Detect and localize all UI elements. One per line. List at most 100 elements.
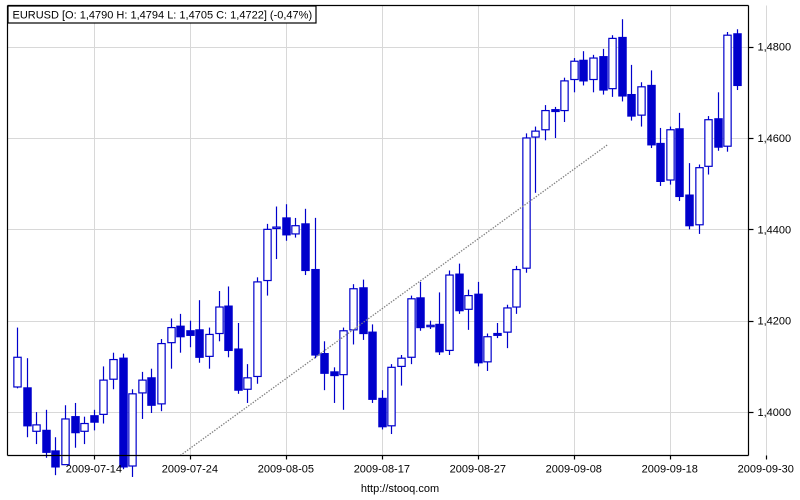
candle-body-down [599,56,608,91]
candle-body-up [272,226,281,230]
candlestick [503,304,512,349]
candlestick [32,412,41,445]
candlestick [685,163,694,230]
candlestick [234,323,243,394]
candle-body-down [90,415,99,423]
candlestick [51,437,60,476]
x-axis-label: 2009-08-27 [450,464,506,476]
x-axis-label: 2009-07-24 [162,464,218,476]
candle-body-down [224,305,233,352]
candle-body-down [416,297,425,329]
candlestick [157,339,166,412]
candle-body-up [138,379,147,394]
candle-body-up [531,130,540,138]
candle-body-up [167,326,176,344]
candle-body-down [71,416,80,434]
y-axis-label: 1,4400 [758,224,792,236]
candlestick [531,126,540,193]
support-trendline [179,144,608,457]
candlestick [339,327,348,410]
candlestick [704,116,713,175]
candle-body-up [263,228,272,282]
candlestick [445,270,454,355]
candlestick [455,263,464,314]
x-axis-labels: 2009-07-14 2009-07-24 2009-08-05 2009-08-17… [66,464,794,476]
candlestick [560,77,569,122]
quote-line-label: EURUSD [O: 1,4790 H: 1,4794 L: 1,4705 C:… [13,10,313,22]
candlestick [407,295,416,365]
candlestick [512,265,521,314]
candlestick [330,367,339,403]
candlestick [551,106,560,138]
candle-body-up [407,298,416,358]
candle-body-up [445,274,454,352]
candle-body-down [675,128,684,198]
candlestick [138,371,147,419]
candle-body-down [359,287,368,335]
candlestick [291,217,300,238]
candlestick [61,405,70,466]
candle-body-down [627,93,636,117]
candlestick [733,29,742,91]
candle-body-down [23,387,32,427]
candle-body-down [435,323,444,353]
candlestick [464,289,473,330]
candlestick [205,327,214,369]
candle-body-up [157,342,166,405]
quote-box-background [7,5,317,24]
candle-body-up [387,366,396,427]
candle-body-down [282,217,291,236]
candle-body-down [42,429,51,453]
candlestick [282,204,291,241]
y-axis-labels: 1,4000 1,4200 1,4400 1,4600 1,4800 [758,42,792,419]
candlestick [378,390,387,430]
candle-body-down [301,223,310,272]
axis-ticks [93,46,768,460]
candlestick [474,281,483,367]
candle-body-down [733,33,742,87]
candle-body-up [503,307,512,333]
candlestick [675,112,684,202]
candlestick [128,389,137,477]
plot-frame [6,4,750,457]
candlestick [253,277,262,384]
candle-body-up [128,393,137,467]
y-axis-label: 1,4600 [758,133,792,145]
trendline-layer [179,144,608,457]
x-axis-label: 2009-08-05 [258,464,314,476]
candle-body-down [579,59,588,82]
candlestick [627,64,636,121]
candlestick [416,281,425,331]
candle-body-up [464,295,473,310]
candle-body-up [541,109,550,131]
candle-body-down [186,330,195,336]
candle-body-up [723,34,732,147]
candlestick [723,31,732,152]
candle-body-down [176,325,185,338]
candle-body-down [656,142,665,182]
y-axis-label: 1,4800 [758,42,792,54]
candle-body-up [397,357,406,368]
candle-body-up [61,418,70,466]
candle-body-up [704,119,713,167]
candlestick [579,51,588,86]
candlestick [224,286,233,358]
candle-body-up [426,324,435,328]
candlestick [570,58,579,93]
candle-body-up [32,424,41,432]
candlestick [695,164,704,234]
candle-body-up [483,336,492,363]
candle-body-up [109,358,118,380]
candlestick [71,402,80,448]
candle-body-down [474,293,483,364]
candle-body-up [589,57,598,81]
candlestick [195,300,204,363]
candle-body-up [695,167,704,226]
candle-body-up [666,129,675,181]
candle-body-down [234,348,243,391]
candlestick [493,323,502,339]
candle-body-up [215,306,224,335]
candlestick [167,318,176,369]
